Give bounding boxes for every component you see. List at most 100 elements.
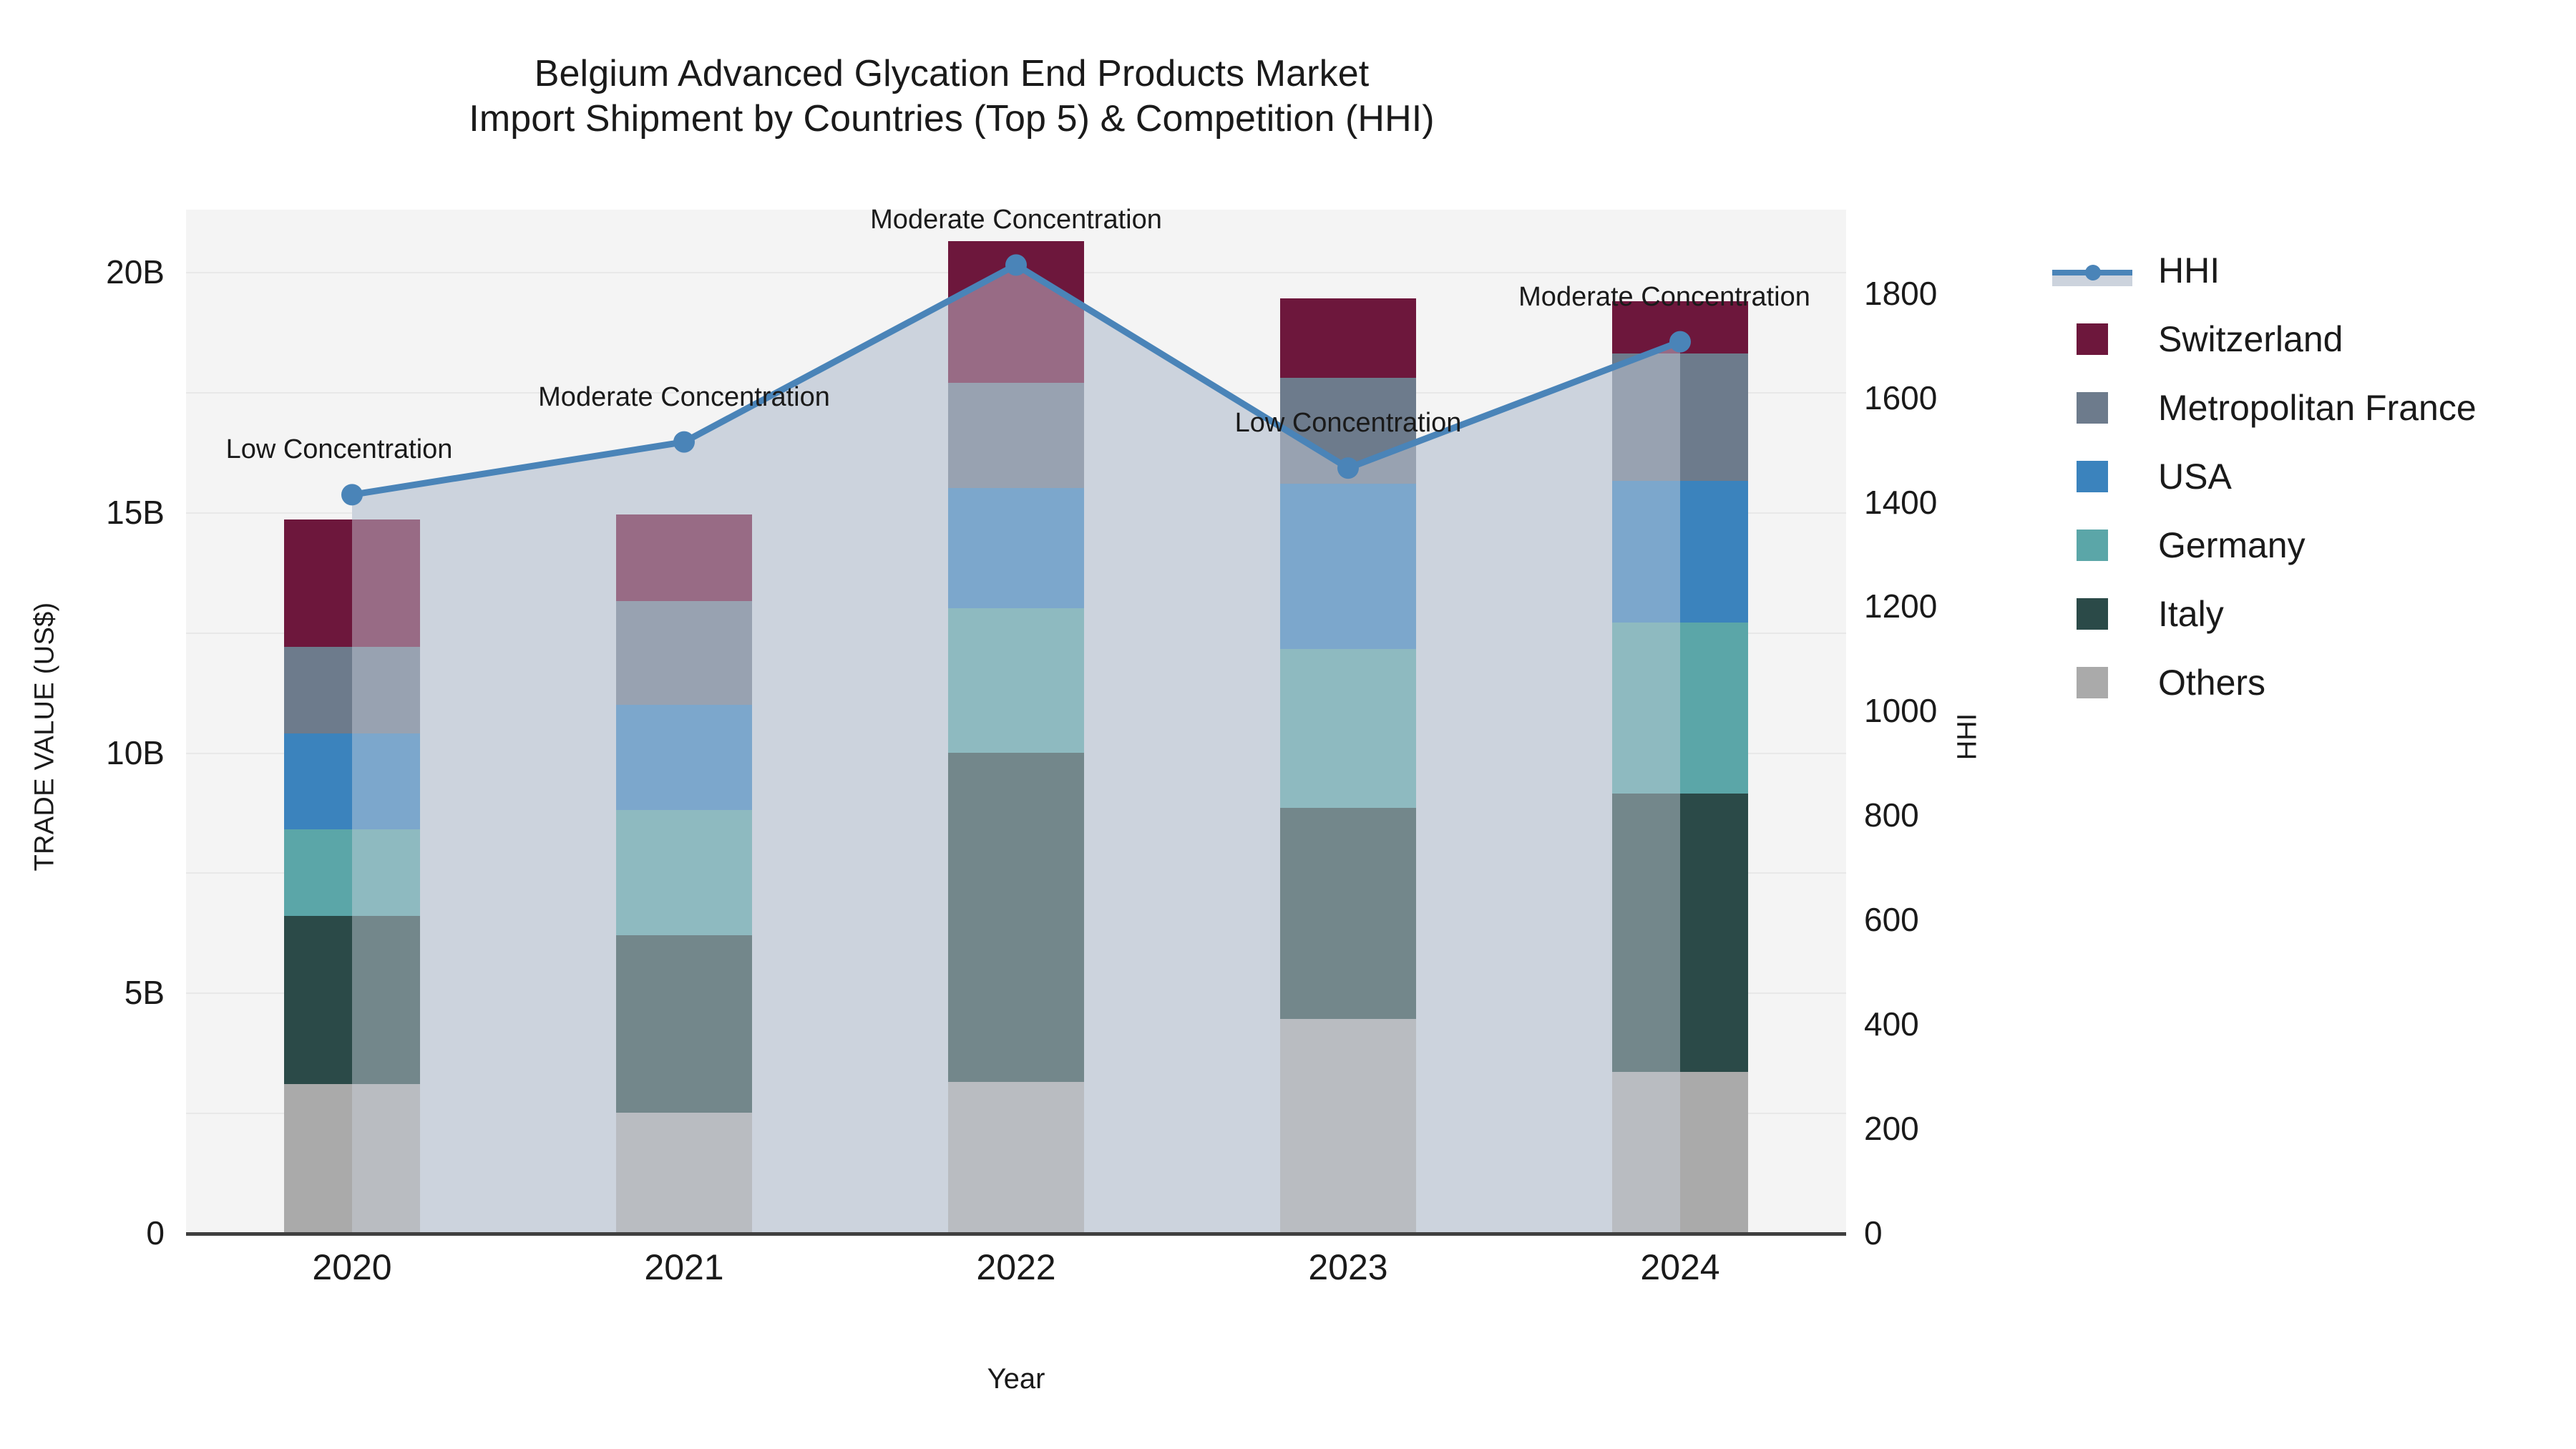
hhi-marker-2020[interactable] — [341, 484, 363, 506]
annotation-2023: Low Concentration — [1234, 408, 1462, 439]
bar-segment-italy[interactable] — [1612, 793, 1748, 1073]
x-tick-2022: 2022 — [976, 1247, 1056, 1287]
bar-segment-italy[interactable] — [1280, 807, 1416, 1020]
y-right-tick-1800: 1800 — [1864, 274, 1938, 312]
y-right-tick-1400: 1400 — [1864, 483, 1938, 521]
bar-segment-germany[interactable] — [1280, 649, 1416, 808]
bar-group-2023[interactable] — [1280, 210, 1416, 1233]
plot-area — [186, 210, 1846, 1233]
chart-title: Belgium Advanced Glycation End Products … — [0, 52, 1903, 142]
y-right-tick-1000: 1000 — [1864, 692, 1938, 730]
chart-title-line-2: Import Shipment by Countries (Top 5) & C… — [469, 98, 1435, 140]
chart-title-line-1: Belgium Advanced Glycation End Products … — [534, 53, 1370, 94]
legend-label: Switzerland — [2158, 319, 2343, 359]
legend-swatch-icon — [2077, 530, 2108, 561]
bar-segment-metropolitan-france[interactable] — [948, 382, 1084, 489]
legend-line-marker-icon — [2052, 255, 2132, 286]
hhi-marker-2024[interactable] — [1669, 331, 1691, 353]
legend-item-switzerland[interactable]: Switzerland — [2052, 305, 2477, 374]
bar-segment-switzerland[interactable] — [284, 519, 420, 647]
legend-label: USA — [2158, 457, 2232, 497]
y-right-tick-1200: 1200 — [1864, 587, 1938, 625]
legend-label: Germany — [2158, 525, 2306, 565]
bar-segment-germany[interactable] — [616, 810, 752, 935]
x-tick-2021: 2021 — [644, 1247, 724, 1287]
y-left-tick-5B: 5B — [124, 974, 165, 1012]
bar-group-2024[interactable] — [1612, 210, 1748, 1233]
bar-segment-germany[interactable] — [948, 608, 1084, 753]
x-axis-label: Year — [987, 1363, 1045, 1395]
hhi-marker-2021[interactable] — [673, 431, 695, 453]
annotation-2024: Moderate Concentration — [1518, 281, 1810, 312]
bar-segment-italy[interactable] — [616, 935, 752, 1113]
bar-segment-others[interactable] — [948, 1081, 1084, 1233]
y-axis-left-label: TRADE VALUE (US$) — [29, 602, 60, 872]
annotation-2022: Moderate Concentration — [870, 205, 1162, 235]
legend-swatch-wrap — [2052, 461, 2132, 492]
bar-group-2022[interactable] — [948, 210, 1084, 1233]
chart-legend: HHI Switzerland Metropolitan France USA Germ… — [2052, 236, 2477, 717]
legend-item-usa[interactable]: USA — [2052, 442, 2477, 511]
legend-label: Italy — [2158, 594, 2224, 634]
legend-item-hhi[interactable]: HHI — [2052, 236, 2477, 305]
y-left-tick-10B: 10B — [106, 733, 165, 771]
bar-segment-others[interactable] — [1612, 1072, 1748, 1233]
bar-segment-others[interactable] — [616, 1113, 752, 1233]
bar-segment-usa[interactable] — [1612, 481, 1748, 623]
bar-segment-usa[interactable] — [284, 733, 420, 830]
bar-segment-germany[interactable] — [1612, 623, 1748, 794]
legend-item-germany[interactable]: Germany — [2052, 511, 2477, 580]
hhi-marker-2023[interactable] — [1337, 457, 1359, 479]
bar-segment-germany[interactable] — [284, 829, 420, 916]
x-tick-2024: 2024 — [1640, 1247, 1720, 1287]
hhi-area-overlay — [352, 265, 1680, 1233]
y-right-tick-600: 600 — [1864, 901, 1919, 939]
bar-segment-metropolitan-france[interactable] — [1612, 353, 1748, 482]
legend-item-others[interactable]: Others — [2052, 648, 2477, 717]
y-right-tick-800: 800 — [1864, 796, 1919, 834]
bar-segment-italy[interactable] — [948, 752, 1084, 1082]
legend-line-dot — [2085, 265, 2101, 280]
legend-swatch-wrap — [2052, 392, 2132, 424]
bar-segment-others[interactable] — [1280, 1019, 1416, 1233]
legend-swatch-icon — [2077, 667, 2108, 698]
bar-segment-usa[interactable] — [1280, 483, 1416, 650]
y-right-tick-1600: 1600 — [1864, 379, 1938, 416]
y-axis-right-label: HHI — [1952, 713, 1983, 761]
bar-segment-usa[interactable] — [616, 704, 752, 811]
bar-segment-metropolitan-france[interactable] — [284, 646, 420, 733]
legend-swatch-icon — [2077, 323, 2108, 355]
x-tick-2023: 2023 — [1308, 1247, 1388, 1287]
y-left-tick-0: 0 — [146, 1214, 165, 1252]
legend-label: HHI — [2158, 250, 2220, 291]
bar-segment-italy[interactable] — [284, 915, 420, 1084]
bar-segment-switzerland[interactable] — [1280, 298, 1416, 378]
annotation-2021: Moderate Concentration — [538, 381, 830, 412]
x-axis-line — [186, 1232, 1846, 1236]
legend-item-metropolitan-france[interactable]: Metropolitan France — [2052, 374, 2477, 442]
legend-swatch-wrap — [2052, 530, 2132, 561]
legend-swatch-wrap — [2052, 323, 2132, 355]
legend-swatch-wrap — [2052, 598, 2132, 630]
legend-area-fill — [2052, 275, 2132, 286]
hhi-overlay — [341, 254, 1691, 1233]
bar-segment-others[interactable] — [284, 1083, 420, 1233]
legend-swatch-icon — [2077, 461, 2108, 492]
x-tick-2020: 2020 — [312, 1247, 392, 1287]
legend-item-italy[interactable]: Italy — [2052, 580, 2477, 648]
y-right-tick-200: 200 — [1864, 1110, 1919, 1148]
bar-segment-switzerland[interactable] — [616, 514, 752, 602]
annotation-2020: Low Concentration — [225, 434, 453, 465]
legend-swatch-icon — [2077, 392, 2108, 424]
legend-label: Metropolitan France — [2158, 388, 2477, 428]
bar-group-2021[interactable] — [616, 210, 752, 1233]
y-left-tick-20B: 20B — [106, 253, 165, 291]
hhi-marker-2022[interactable] — [1005, 254, 1027, 276]
legend-swatch-wrap — [2052, 667, 2132, 698]
y-right-tick-0: 0 — [1864, 1214, 1883, 1252]
plot-inner — [186, 210, 1846, 1233]
bar-group-2020[interactable] — [284, 210, 420, 1233]
bar-segment-usa[interactable] — [948, 488, 1084, 609]
bar-segment-metropolitan-france[interactable] — [616, 601, 752, 705]
